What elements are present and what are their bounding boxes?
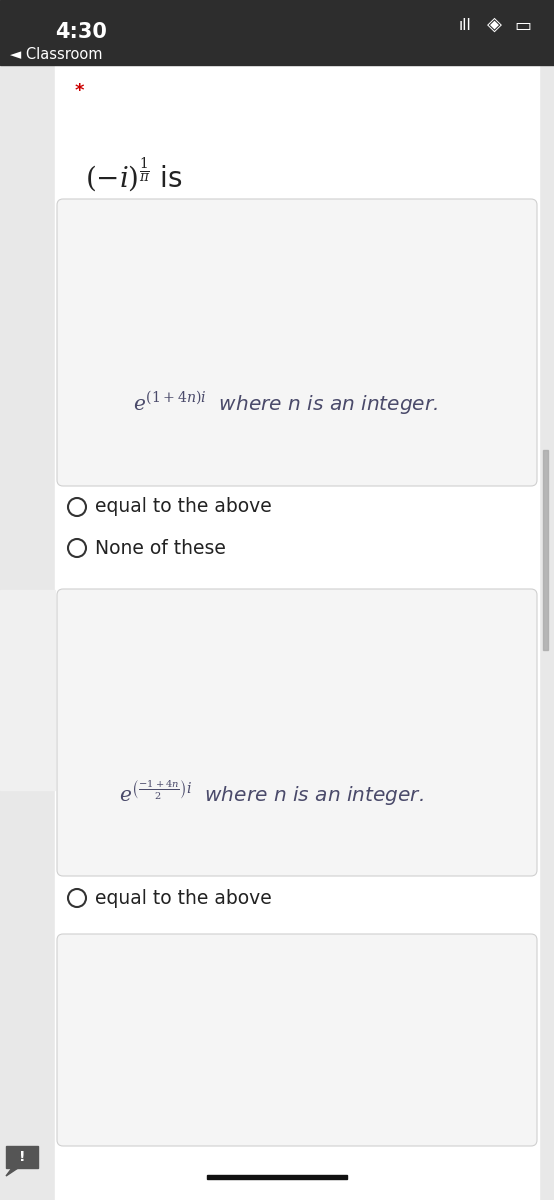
Bar <box>0 0 554 65</box>
Text: !: ! <box>19 1150 25 1164</box>
Bar <box>539 65 554 1200</box>
Text: ıll: ıll <box>459 18 472 32</box>
Text: equal to the above: equal to the above <box>95 888 272 907</box>
Bar <box>6 1146 38 1168</box>
Text: *: * <box>75 82 85 100</box>
FancyBboxPatch shape <box>57 589 537 876</box>
Bar <box>55 65 539 1200</box>
FancyBboxPatch shape <box>57 934 537 1146</box>
Text: equal to the above: equal to the above <box>95 498 272 516</box>
Text: ▭: ▭ <box>514 17 531 35</box>
Text: $e^{(1+4n)i}$  where n is an integer.: $e^{(1+4n)i}$ where n is an integer. <box>133 389 439 416</box>
Bar <box>0 590 55 790</box>
Polygon shape <box>6 1168 18 1176</box>
Bar <box>207 1175 347 1178</box>
FancyBboxPatch shape <box>57 199 537 486</box>
Text: $e^{\left(\frac{-1+4n}{2}\right)i}$  where n is an integer.: $e^{\left(\frac{-1+4n}{2}\right)i}$ wher… <box>119 778 424 808</box>
Bar <box>0 65 55 1200</box>
Bar <box>543 450 548 650</box>
Text: None of these: None of these <box>95 539 226 558</box>
Text: 4:30: 4:30 <box>55 22 107 42</box>
Text: ◈: ◈ <box>487 14 502 34</box>
Text: ◄ Classroom: ◄ Classroom <box>10 47 102 62</box>
Text: $(-i)^{\frac{1}{\pi}}$ is: $(-i)^{\frac{1}{\pi}}$ is <box>85 155 183 193</box>
